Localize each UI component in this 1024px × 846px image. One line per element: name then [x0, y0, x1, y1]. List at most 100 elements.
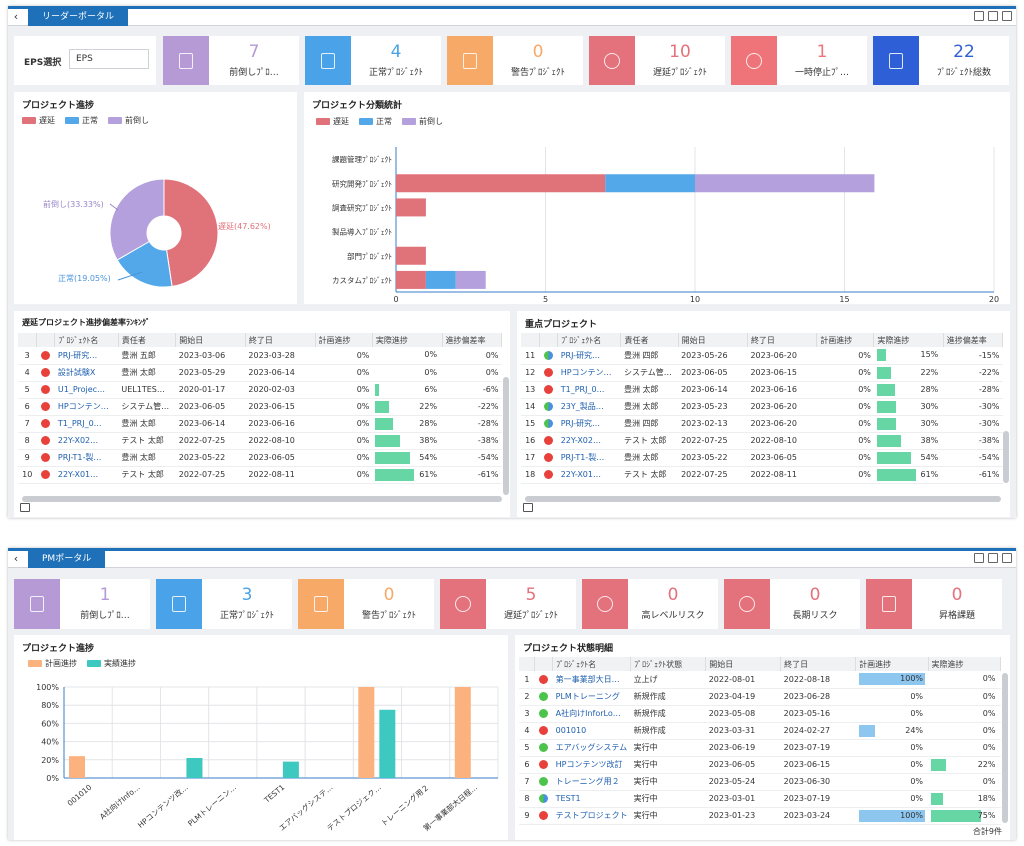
legend-item[interactable]: 前倒し [402, 116, 443, 127]
table-row[interactable]: 2 PLMトレーニング 新規作成 2023-04-19 2023-06-28 0% 0% [519, 688, 1001, 706]
column-header[interactable]: 終了日 [245, 333, 316, 347]
column-header[interactable]: 開始日 [175, 333, 246, 347]
project-link[interactable]: 23Y_製品… [557, 398, 621, 416]
bar-segment[interactable] [396, 174, 606, 193]
bar[interactable] [186, 757, 203, 778]
legend-item[interactable]: 遅延 [22, 115, 55, 126]
kpi-card[interactable]: 22 ﾌﾟﾛｼﾞｪｸﾄ総数 [873, 36, 1009, 85]
project-link[interactable]: A社向けInforLo… [552, 705, 631, 723]
column-header[interactable] [521, 333, 540, 347]
vertical-scrollbar[interactable] [1003, 431, 1009, 483]
project-link[interactable]: T1_PRJ_0… [557, 381, 621, 399]
column-header[interactable]: 終了日 [780, 657, 857, 671]
project-link[interactable]: 001010 [552, 722, 631, 740]
table-row[interactable]: 3 PRJ-研究… 豊洲 五郎 2023-03-06 2023-03-28 0% 0% 0% [18, 347, 502, 365]
column-header[interactable] [18, 333, 37, 347]
column-header[interactable]: 責任者 [620, 333, 679, 347]
table-row[interactable]: 4 設計試験X 豊洲 太郎 2023-05-29 2023-06-14 0% 0% 0% [18, 364, 502, 382]
table-row[interactable]: 10 22Y-X01… テスト 太郎 2022-07-25 2022-08-11 0% 61… [18, 466, 502, 484]
project-link[interactable]: 22Y-X01… [557, 466, 621, 484]
table-row[interactable]: 6 HPコンテン… システム管… 2023-06-05 2023-06-15 0% 22% -… [18, 398, 502, 416]
horizontal-scrollbar[interactable] [22, 496, 502, 502]
eps-input[interactable]: EPS [69, 49, 149, 69]
project-link[interactable]: PRJ-研究… [557, 415, 621, 433]
kpi-card[interactable]: 0 昇格課題 [866, 579, 1002, 629]
project-link[interactable]: U1_Projec… [54, 381, 119, 399]
legend-item[interactable]: 計画進捗 [28, 658, 77, 669]
column-header[interactable] [36, 333, 56, 347]
column-header[interactable]: 計画進捗 [816, 333, 875, 347]
table-row[interactable]: 5 U1_Projec… UEL1TES… 2020-01-17 2020-02-03 0… [18, 381, 502, 399]
column-header[interactable]: 開始日 [678, 333, 748, 347]
project-link[interactable]: 22Y-X01… [54, 466, 119, 484]
table-row[interactable]: 17 PRJ-T1-製… 豊洲 太郎 2023-05-22 2023-06-05 0% 54… [521, 449, 1003, 467]
project-link[interactable]: トレーニング用２ [552, 773, 631, 791]
table-row[interactable]: 11 PRJ-研究… 豊洲 四郎 2023-05-26 2023-06-20 0% 15% -… [521, 347, 1003, 365]
copy-icon[interactable] [1002, 553, 1012, 563]
share-icon[interactable] [523, 503, 533, 512]
vertical-scrollbar[interactable] [503, 377, 509, 495]
table-row[interactable]: 13 T1_PRJ_0… 豊洲 太郎 2023-06-14 2023-06-16 0% 28… [521, 381, 1003, 399]
table-row[interactable]: 1 第一事業部大日… 立上げ 2022-08-01 2022-08-18 100% 0% [519, 671, 1001, 689]
horizontal-scrollbar[interactable] [525, 496, 1001, 502]
table-row[interactable]: 7 トレーニング用２ 実行中 2023-05-24 2023-06-30 0% 0% [519, 773, 1001, 791]
tab-leader-portal[interactable]: リーダーポータル [28, 9, 129, 26]
table-row[interactable]: 16 22Y-X02… テスト 太郎 2022-07-25 2022-08-10 0% 38… [521, 432, 1003, 450]
table-row[interactable]: 9 テストプロジェクト 実行中 2023-01-23 2023-03-24 100% 75% [519, 807, 1001, 825]
column-header[interactable]: 実際進捗 [928, 657, 1001, 671]
bar[interactable] [454, 687, 471, 778]
column-header[interactable]: 責任者 [118, 333, 177, 347]
kpi-card[interactable]: 1 前倒しﾌﾟﾛ… [14, 579, 150, 629]
back-icon[interactable]: ‹ [13, 10, 19, 23]
kpi-card[interactable]: 5 遅延ﾌﾟﾛｼﾞｪｸﾄ [440, 579, 576, 629]
table-row[interactable]: 4 001010 新規作成 2023-03-31 2024-02-27 24% 0% [519, 722, 1001, 740]
bar[interactable] [69, 756, 85, 778]
bar-segment[interactable] [605, 174, 695, 193]
kpi-card[interactable]: 7 前倒しﾌﾟﾛ… [163, 36, 299, 85]
kpi-card[interactable]: 4 正常ﾌﾟﾛｼﾞｪｸﾄ [305, 36, 441, 85]
bar-segment[interactable] [455, 270, 486, 289]
edit-icon[interactable] [974, 553, 984, 563]
column-header[interactable]: 開始日 [705, 657, 782, 671]
bar-segment[interactable] [396, 270, 426, 289]
table-row[interactable]: 8 TEST1 実行中 2023-03-01 2023-07-19 0% 18% [519, 790, 1001, 808]
project-link[interactable]: PRJ-T1-製… [54, 449, 119, 467]
project-link[interactable]: 設計試験X [54, 364, 119, 382]
project-link[interactable]: PRJ-研究… [54, 347, 119, 365]
column-header[interactable]: 実際進捗 [873, 333, 944, 347]
share-icon[interactable] [20, 503, 30, 512]
pie-slice[interactable] [163, 178, 219, 287]
project-link[interactable]: T1_PRJ_0… [54, 415, 119, 433]
table-row[interactable]: 8 22Y-X02… テスト 太郎 2022-07-25 2022-08-10 0% 38%… [18, 432, 502, 450]
legend-item[interactable]: 前倒し [108, 115, 149, 126]
table-row[interactable]: 18 22Y-X01… テスト 太郎 2022-07-25 2022-08-11 0% 61… [521, 466, 1003, 484]
bar[interactable] [282, 761, 299, 778]
column-header[interactable] [534, 657, 554, 671]
legend-item[interactable]: 遅延 [316, 116, 349, 127]
project-link[interactable]: 第一事業部大日… [552, 671, 631, 689]
pie-slice[interactable] [109, 178, 165, 261]
kpi-card[interactable]: 10 遅延ﾌﾟﾛｼﾞｪｸﾄ [589, 36, 725, 85]
project-link[interactable]: TEST1 [552, 790, 631, 808]
kpi-card[interactable]: 0 高レベルリスク [582, 579, 718, 629]
table-row[interactable]: 3 A社向けInforLo… 新規作成 2023-05-08 2023-05-16 0% 0… [519, 705, 1001, 723]
bar-segment[interactable] [425, 270, 456, 289]
project-link[interactable]: テストプロジェクト [552, 807, 631, 825]
column-header[interactable]: ﾌﾟﾛｼﾞｪｸﾄ名 [557, 333, 622, 347]
project-link[interactable]: 22Y-X02… [54, 432, 119, 450]
bar[interactable] [358, 687, 375, 778]
legend-item[interactable]: 実績進捗 [87, 658, 136, 669]
kpi-card[interactable]: 0 警告ﾌﾟﾛｼﾞｪｸﾄ [298, 579, 434, 629]
bar-segment[interactable] [695, 174, 875, 193]
column-header[interactable]: 進捗偏差率 [442, 333, 502, 347]
table-row[interactable]: 9 PRJ-T1-製… 豊洲 太郎 2023-05-22 2023-06-05 0% 54%… [18, 449, 502, 467]
bar-segment[interactable] [396, 198, 426, 217]
column-header[interactable]: ﾌﾟﾛｼﾞｪｸﾄ状態 [630, 657, 707, 671]
table-row[interactable]: 12 HPコンテン… システム管… 2023-06-05 2023-06-15 0% 22%… [521, 364, 1003, 382]
column-header[interactable]: 進捗偏差率 [943, 333, 1003, 347]
legend-item[interactable]: 正常 [65, 115, 98, 126]
project-link[interactable]: HPコンテンツ改訂 [552, 756, 631, 774]
column-header[interactable]: 計画進捗 [855, 657, 929, 671]
project-link[interactable]: PRJ-T1-製… [557, 449, 621, 467]
kpi-card[interactable]: 0 長期リスク [724, 579, 860, 629]
